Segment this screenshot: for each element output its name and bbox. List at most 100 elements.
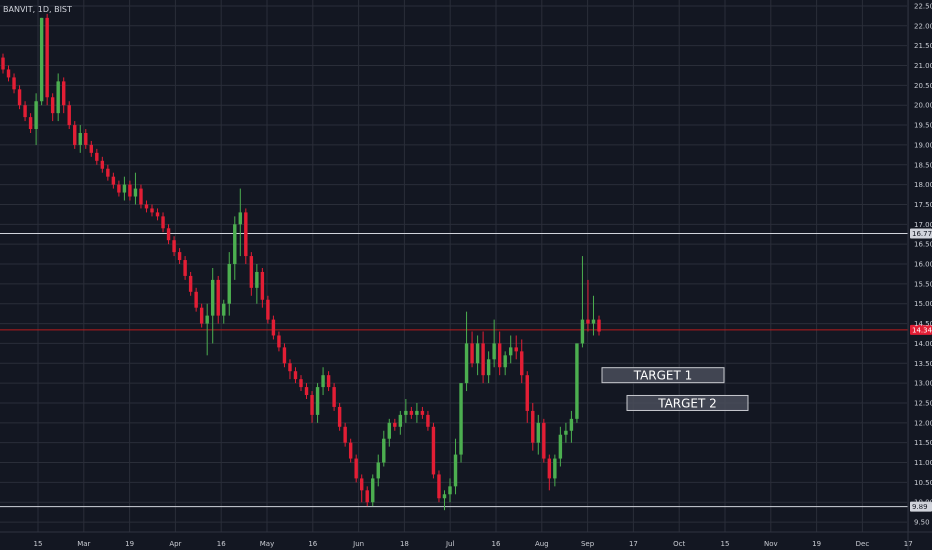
candle-body	[431, 426, 436, 475]
candle-body	[111, 176, 116, 185]
horizontal-lines[interactable]: 16.77 9.89 14.34	[0, 228, 932, 512]
candle	[260, 267, 265, 308]
candle	[558, 426, 563, 467]
candle	[177, 248, 182, 265]
candle	[266, 295, 270, 324]
candle	[111, 172, 116, 189]
candle-body	[73, 125, 77, 145]
candle	[17, 85, 22, 110]
candle-body	[553, 458, 557, 479]
candle	[525, 371, 529, 423]
price-axis[interactable]: 9.50 10.00 10.50 11.00 11.50 12.00 12.50 13.00 1…	[907, 0, 932, 550]
candle-body	[531, 410, 535, 443]
candle-body	[398, 414, 403, 427]
candle	[343, 422, 347, 447]
candle-body	[260, 271, 265, 300]
candle	[34, 93, 38, 145]
candle	[448, 478, 452, 503]
candle-body	[558, 434, 563, 459]
candle-body	[415, 410, 419, 415]
candle	[393, 418, 397, 431]
horizontal-line-price-tag	[910, 501, 932, 512]
target-box[interactable]: TARGET 2	[626, 394, 749, 411]
candle-body	[321, 375, 325, 388]
candle-body	[481, 343, 485, 376]
candle-body	[155, 212, 160, 217]
candle	[365, 486, 369, 507]
candle-body	[188, 275, 193, 292]
candle	[45, 13, 49, 106]
candle-body	[503, 355, 507, 368]
candle-body	[453, 454, 458, 487]
price-tick-label: 13.50	[914, 360, 932, 368]
time-tick-label: 18	[400, 540, 409, 548]
candle	[470, 331, 474, 368]
candle-body	[194, 291, 198, 308]
candle	[233, 216, 237, 280]
price-tick-label: 21.50	[914, 42, 932, 50]
candle	[332, 383, 336, 411]
candle-body	[293, 371, 298, 380]
target-box[interactable]: TARGET 1	[601, 367, 725, 384]
target-annotations[interactable]: TARGET 1 TARGET 2	[601, 367, 749, 411]
time-tick-label: Jul	[445, 540, 455, 548]
candle-body	[249, 256, 254, 288]
candle	[315, 383, 320, 423]
candle	[222, 299, 226, 324]
candle	[122, 176, 127, 201]
candle-body	[387, 422, 392, 439]
candle	[426, 410, 430, 431]
candle	[404, 399, 408, 423]
candle	[387, 418, 392, 447]
candle-body	[244, 212, 248, 257]
candle	[359, 474, 364, 503]
price-tick-label: 16.00	[914, 261, 932, 269]
candle	[547, 454, 552, 491]
candle	[376, 454, 380, 487]
candle-body	[1, 57, 5, 70]
candle-body	[39, 17, 44, 102]
candle-body	[580, 319, 585, 344]
time-tick-label: Sep	[581, 540, 595, 548]
candlestick-series	[1, 13, 601, 511]
candle	[337, 402, 342, 431]
candle	[371, 474, 375, 507]
candle	[486, 351, 491, 384]
candle-body	[144, 204, 149, 209]
candle	[155, 208, 160, 221]
target-label: TARGET 1	[633, 369, 693, 383]
candle-body	[586, 319, 590, 324]
horizontal-line-price-label: 16.77	[912, 230, 932, 238]
candle-body	[575, 343, 579, 419]
time-tick-label: 19	[812, 540, 821, 548]
candle	[139, 184, 143, 209]
time-tick-label: 19	[125, 540, 134, 548]
candle	[23, 101, 27, 122]
target-label: TARGET 2	[657, 396, 717, 410]
candle	[271, 315, 276, 340]
candle-body	[475, 343, 480, 364]
time-axis[interactable]: 15 Mar 19 Apr 16 May 16 Jun 18 Jul 16 Aug Sep 17 Oct 15…	[0, 531, 932, 548]
candle	[564, 422, 568, 443]
candle	[238, 188, 243, 257]
candle	[166, 224, 171, 245]
price-tick-label: 11.50	[914, 439, 932, 447]
candle	[503, 351, 507, 376]
candle-body	[23, 105, 27, 118]
candle	[514, 335, 518, 360]
target-box-rect[interactable]	[626, 394, 749, 411]
candle-body	[210, 279, 215, 316]
candle	[442, 490, 447, 511]
candle	[293, 367, 298, 384]
candle	[61, 77, 66, 114]
candle	[56, 73, 60, 122]
candle-body	[470, 343, 474, 364]
candle-body	[348, 442, 353, 459]
target-box-rect[interactable]	[601, 367, 725, 384]
candle-body	[326, 375, 331, 388]
candle	[481, 331, 485, 384]
candle	[409, 406, 414, 419]
current-price-label: 14.34	[912, 326, 932, 334]
